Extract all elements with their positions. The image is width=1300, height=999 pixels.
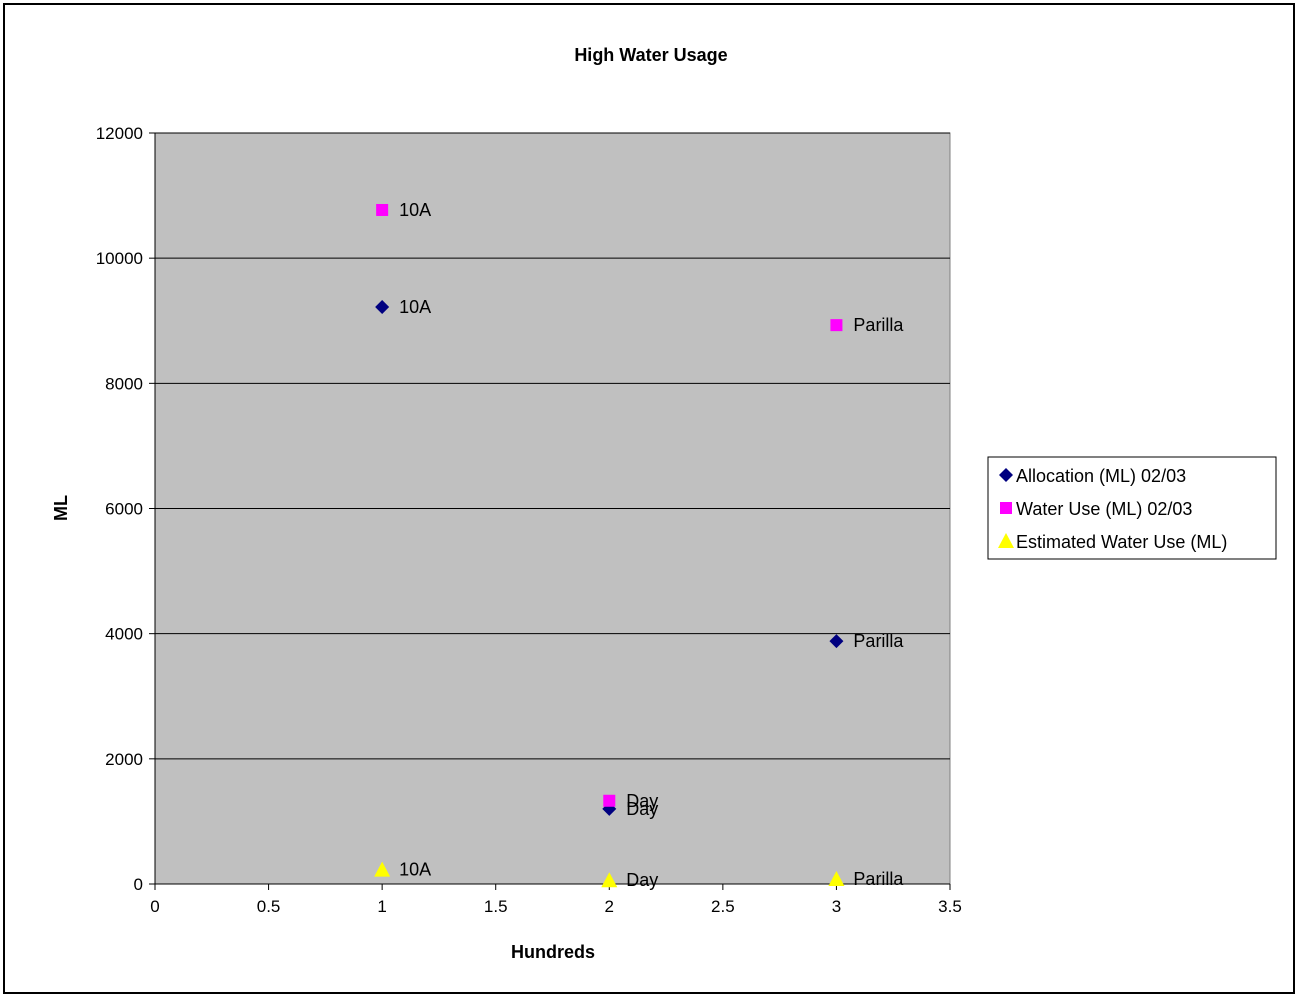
- square-marker: [830, 319, 843, 332]
- x-tick-label: 3: [832, 897, 841, 916]
- y-tick-label: 0: [134, 875, 143, 894]
- data-points: 10A Day Parilla 10A Day Parilla 10A Day Parilla: [374, 200, 904, 890]
- gridlines: [155, 132, 950, 760]
- diamond-marker: [375, 299, 390, 314]
- y-axis-title: ML: [51, 495, 71, 521]
- legend-triangle-marker: [998, 533, 1014, 548]
- data-label: Parilla: [853, 315, 904, 335]
- legend-box: [987, 456, 1277, 560]
- x-tick-label: 2: [605, 897, 614, 916]
- legend-label: Water Use (ML) 02/03: [1016, 499, 1192, 519]
- x-tick-label: 1: [377, 897, 386, 916]
- triangle-marker: [374, 861, 391, 877]
- data-label: 10A: [399, 860, 431, 880]
- x-tick-label: 3.5: [938, 897, 962, 916]
- diamond-marker: [829, 634, 844, 649]
- legend-diamond-marker: [999, 468, 1013, 482]
- legend-square-marker: [1000, 502, 1012, 514]
- square-marker: [603, 794, 616, 807]
- y-tick-label: 2000: [105, 750, 143, 769]
- x-tick-label: 2.5: [711, 897, 735, 916]
- data-label: Day: [626, 799, 658, 819]
- legend-label: Estimated Water Use (ML): [1016, 532, 1227, 552]
- triangle-marker: [601, 872, 618, 888]
- chart-title: High Water Usage: [574, 45, 727, 65]
- data-label: Day: [626, 870, 658, 890]
- data-label: 10A: [399, 297, 431, 317]
- y-tick-label: 8000: [105, 374, 143, 393]
- legend-label: Allocation (ML) 02/03: [1016, 466, 1186, 486]
- data-label: Parilla: [853, 869, 904, 889]
- y-tick-label: 4000: [105, 625, 143, 644]
- tick-labels: 0 2000 4000 6000 8000 10000 12000 0 0.5 1 1.5 2 2.5 3…: [96, 124, 962, 916]
- x-tick-label: 1.5: [484, 897, 508, 916]
- legend: Allocation (ML) 02/03 Water Use (ML) 02/0…: [987, 456, 1277, 560]
- data-label: Day: [626, 791, 658, 811]
- x-tick-label: 0.5: [257, 897, 281, 916]
- y-tick-label: 6000: [105, 500, 143, 519]
- x-tick-label: 0: [150, 897, 159, 916]
- data-label: Parilla: [853, 631, 904, 651]
- triangle-marker: [828, 870, 845, 886]
- square-marker: [376, 203, 389, 216]
- data-label: 10A: [399, 200, 431, 220]
- axes: [149, 132, 951, 890]
- y-tick-label: 10000: [96, 249, 143, 268]
- x-axis-title: Hundreds: [511, 942, 595, 962]
- y-tick-label: 12000: [96, 124, 143, 143]
